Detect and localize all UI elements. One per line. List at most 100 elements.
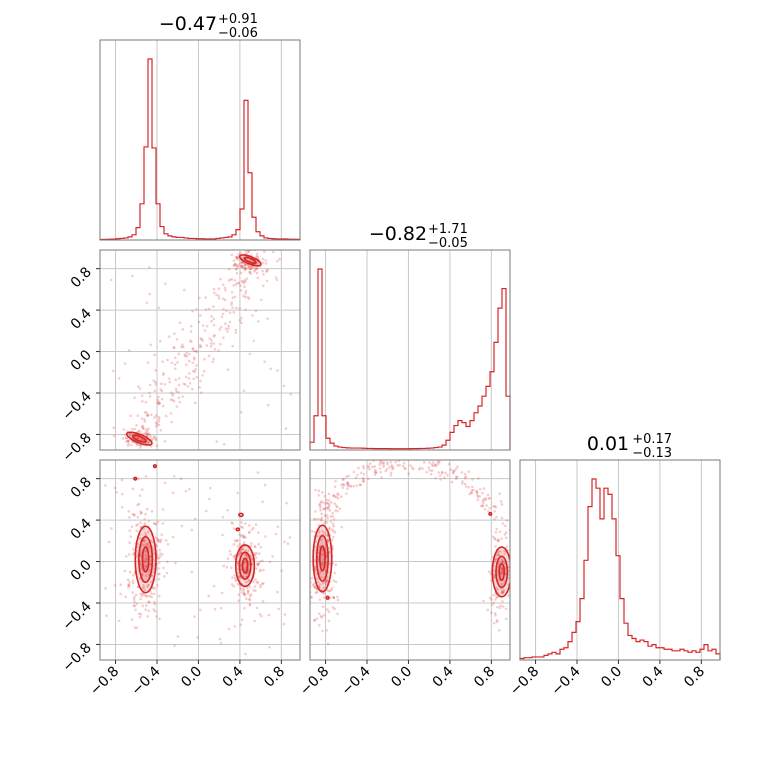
sample-point (500, 567, 504, 571)
sample-point (385, 461, 389, 464)
sample-point (233, 262, 237, 266)
sample-point (234, 331, 238, 334)
sample-point (325, 506, 329, 510)
sample-point (257, 542, 260, 546)
sample-point (238, 262, 241, 266)
sample-point (131, 487, 135, 491)
sample-point (233, 279, 237, 282)
sample-point (500, 558, 504, 562)
sample-point (168, 380, 172, 384)
sample-point (158, 540, 161, 543)
sample-point (158, 617, 161, 621)
panel-frame (309, 249, 511, 451)
sample-point (248, 603, 252, 607)
sample-point (261, 257, 265, 261)
sample-point (252, 339, 256, 343)
x-tick-label: 0.0 (598, 664, 625, 691)
sample-point (139, 512, 143, 515)
sample-point (232, 311, 236, 314)
sample-point (148, 391, 151, 395)
sample-point (253, 545, 257, 548)
sample-point (333, 531, 337, 534)
sample-point (495, 554, 498, 558)
sample-point (205, 324, 209, 328)
sample-point (139, 597, 142, 601)
sample-point (147, 432, 150, 435)
sample-point (391, 467, 394, 471)
sample-point (255, 267, 258, 270)
sample-point (326, 539, 330, 542)
sample-point (154, 368, 157, 372)
sample-point (346, 483, 349, 486)
sample-point (160, 397, 164, 401)
sample-point (172, 346, 176, 350)
sample-point (491, 535, 495, 539)
sample-point (332, 596, 335, 600)
sample-point (501, 591, 504, 594)
sample-point (239, 623, 243, 627)
sample-point (232, 284, 236, 287)
sample-point (411, 466, 414, 469)
sample-point (229, 278, 232, 281)
sample-point (319, 506, 322, 509)
sample-point (257, 562, 260, 566)
sample-point (149, 435, 152, 439)
sample-point (234, 283, 238, 286)
sample-point (501, 591, 504, 594)
sample-point (245, 245, 248, 248)
sample-point (136, 436, 140, 440)
sample-point (143, 588, 147, 592)
sample-point (232, 543, 236, 546)
sample-point (255, 567, 258, 570)
sample-point (163, 382, 167, 386)
sample-point (310, 596, 314, 600)
sample-point (500, 566, 504, 570)
sample-point (143, 420, 147, 423)
sample-point (361, 480, 365, 483)
sample-point (236, 538, 239, 542)
sample-point (313, 585, 316, 589)
sample-point (231, 522, 234, 525)
title-sub-p0: −0.06 (218, 26, 258, 41)
sample-point (249, 272, 253, 276)
sample-point (139, 548, 143, 552)
density-contour (498, 562, 506, 582)
sample-point (382, 465, 385, 468)
sample-point (366, 477, 370, 481)
sample-point (235, 306, 238, 310)
sample-point (130, 618, 134, 621)
sample-point (260, 614, 263, 618)
sample-point (336, 509, 339, 513)
sample-point (480, 504, 483, 508)
sample-point (507, 566, 510, 569)
sample-point (259, 585, 262, 589)
sample-point (139, 553, 142, 557)
sample-point (472, 489, 475, 492)
title-sub-p2: −0.13 (632, 446, 672, 461)
sample-point (325, 579, 329, 582)
sample-point (341, 486, 345, 489)
sample-point (248, 352, 252, 356)
sample-point (449, 468, 453, 471)
sample-point (239, 534, 243, 538)
sample-point (146, 433, 150, 437)
density-contour (243, 256, 257, 265)
sample-point (166, 542, 170, 546)
sample-point (263, 360, 266, 364)
sample-point (157, 594, 161, 598)
sample-point (154, 438, 158, 442)
sample-point (149, 343, 153, 347)
sample-point (250, 267, 253, 270)
sample-point (113, 486, 117, 490)
sample-point (210, 315, 213, 318)
sample-point (324, 502, 327, 505)
sample-point (148, 395, 152, 398)
sample-point (246, 296, 250, 299)
sample-point (153, 522, 157, 526)
sample-point (134, 435, 137, 439)
sample-point (191, 361, 195, 365)
sample-point (242, 592, 246, 596)
sample-point (371, 465, 374, 469)
sample-point (169, 398, 173, 401)
sample-point (495, 527, 499, 531)
